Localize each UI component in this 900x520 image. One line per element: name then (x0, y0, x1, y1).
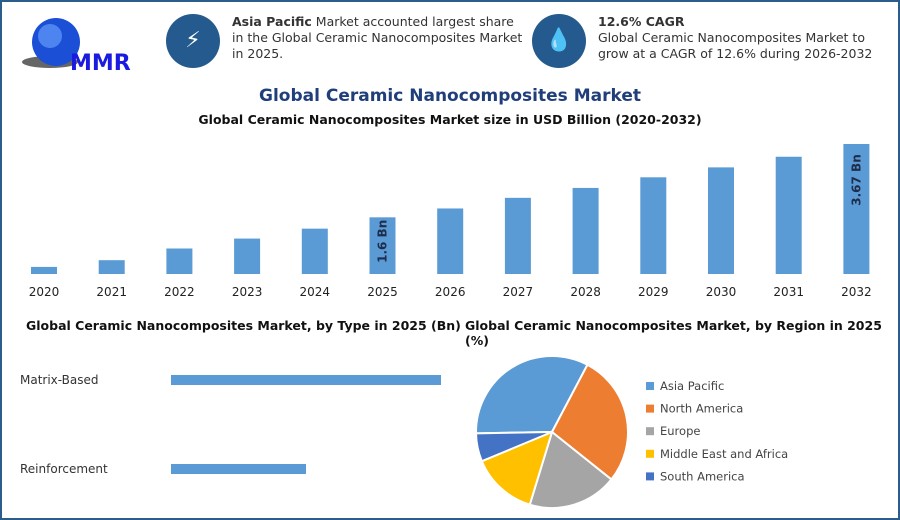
x-tick-2032: 2032 (841, 285, 872, 299)
pie-slice-middle-east-and-africa (480, 430, 554, 506)
type-bar (171, 375, 441, 385)
x-tick-2026: 2026 (435, 285, 466, 299)
info2-text: Global Ceramic Nanocomposites Market to … (598, 30, 873, 61)
legend-swatch (646, 472, 654, 481)
bar-2025 (369, 217, 396, 274)
bar-2030 (708, 167, 734, 274)
data-label-2032: 3.67 Bn (849, 154, 863, 205)
region-chart-title: Global Ceramic Nanocomposites Market, by… (465, 318, 882, 348)
legend-label: Europe (660, 424, 700, 438)
legend-label: South America (660, 469, 745, 483)
legend-label: North America (660, 402, 743, 416)
bar-2027 (504, 197, 531, 274)
info1-text: Market accounted largest share in the Gl… (232, 14, 523, 61)
bar-2024 (301, 228, 328, 274)
main-title: Global Ceramic Nanocomposites Market (259, 86, 641, 106)
x-tick-2025: 2025 (367, 285, 398, 299)
x-tick-2028: 2028 (570, 285, 601, 299)
legend-label: Asia Pacific (660, 379, 724, 393)
bar-2032 (843, 144, 870, 274)
legend-swatch (646, 427, 654, 436)
x-tick-2027: 2027 (503, 285, 534, 299)
x-tick-2022: 2022 (164, 285, 195, 299)
bar-2020 (31, 266, 57, 274)
info-cagr: 💧 12.6% CAGR Global Ceramic Nanocomposite… (532, 14, 877, 68)
logo-text: MMR (70, 51, 131, 76)
type-chart-title: Global Ceramic Nanocomposites Market, by… (26, 318, 461, 333)
type-bar (171, 464, 306, 474)
data-label-2025: 1.6 Bn (376, 220, 390, 263)
mmr-logo: MMR (22, 18, 131, 76)
bar-2028 (572, 187, 599, 274)
info2-bold: 12.6% CAGR (598, 14, 685, 29)
bar-2029 (640, 177, 667, 274)
lightning-icon: ⚡ (166, 14, 220, 68)
pie-slice-south-america (474, 431, 553, 463)
legend-swatch (646, 382, 654, 390)
x-tick-2024: 2024 (300, 285, 331, 299)
bar-chart-title: Global Ceramic Nanocomposites Market siz… (198, 112, 702, 127)
pie-slice-asia-pacific (475, 355, 589, 435)
type-label: Reinforcement (20, 462, 108, 476)
pie-slice-europe (528, 430, 613, 509)
drop-icon: 💧 (532, 14, 586, 68)
legend-swatch (646, 449, 654, 458)
info1-bold: Asia Pacific (232, 14, 312, 29)
x-tick-2020: 2020 (29, 285, 60, 299)
pie-slice-north-america (550, 363, 629, 481)
info-asia-pacific: ⚡ Asia Pacific Market accounted largest … (166, 14, 526, 68)
legend-label: Middle East and Africa (660, 447, 788, 461)
x-tick-2023: 2023 (232, 285, 263, 299)
bar-2026 (437, 208, 464, 274)
x-tick-2029: 2029 (638, 285, 669, 299)
legend-swatch (646, 404, 654, 413)
x-tick-2021: 2021 (96, 285, 127, 299)
x-tick-2030: 2030 (706, 285, 737, 299)
bar-2031 (775, 156, 802, 274)
bar-2022 (166, 248, 193, 274)
type-label: Matrix-Based (20, 373, 99, 387)
bar-2023 (234, 238, 261, 274)
x-tick-2031: 2031 (773, 285, 804, 299)
bar-2021 (98, 260, 125, 274)
